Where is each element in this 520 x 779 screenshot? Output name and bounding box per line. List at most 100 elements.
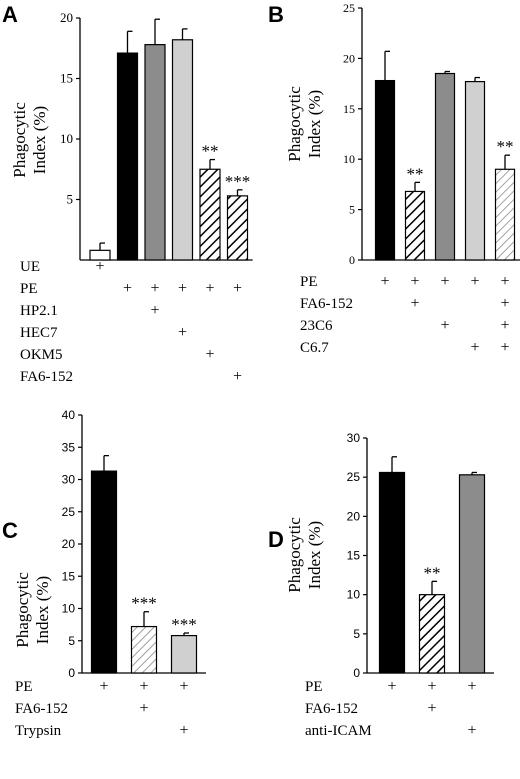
treatment-mark: +: [410, 295, 419, 312]
y-tick-label: 10: [62, 602, 76, 616]
treatment-mark: +: [427, 678, 436, 695]
y-axis-label: PhagocyticIndex (%): [10, 102, 49, 178]
y-tick-label: 20: [347, 509, 361, 523]
significance-label: ***: [131, 594, 157, 613]
treatment-label: FA6-152: [20, 369, 73, 385]
bar: [226, 195, 249, 261]
treatment-mark: +: [95, 258, 104, 275]
treatment-label: FA6-152: [300, 296, 353, 312]
bar: [170, 634, 198, 674]
treatment-label: PE: [300, 274, 318, 290]
y-tick-label: 0: [68, 666, 75, 680]
treatment-mark: +: [205, 346, 214, 363]
y-tick-label: 10: [347, 588, 361, 602]
y-tick-label: 25: [62, 505, 76, 519]
bar: [374, 79, 396, 261]
bar: [494, 168, 516, 261]
panel-D: D 0 5 10 15 20 25 30 PhagocyticIndex (%) ** PE + + + F…: [268, 431, 494, 739]
treatment-mark: +: [380, 273, 389, 290]
significance-label: **: [202, 142, 219, 161]
panel-C: C 0 5 10 15 20 25 30 35 40 PhagocyticIndex (%) *** *…: [2, 408, 206, 739]
y-tick-label: 30: [347, 431, 361, 445]
treatment-label: anti-ICAM: [305, 723, 372, 739]
treatment-mark: +: [427, 700, 436, 717]
treatment-mark: +: [467, 722, 476, 739]
treatment-label: HP2.1: [20, 303, 58, 319]
treatment-label: 23C6: [300, 318, 333, 334]
treatment-mark: +: [123, 280, 132, 297]
treatment-mark: +: [500, 317, 509, 334]
panel-letter: C: [2, 518, 18, 543]
treatment-mark: +: [500, 295, 509, 312]
treatment-mark: +: [470, 339, 479, 356]
y-tick-label: 25: [343, 1, 355, 15]
y-tick-label: 35: [62, 440, 76, 454]
treatment-mark: +: [500, 273, 509, 290]
y-tick-label: 10: [60, 131, 73, 146]
y-tick-label: 5: [68, 634, 75, 648]
treatment-mark: +: [440, 273, 449, 290]
bar: [404, 190, 426, 261]
treatment-mark: +: [233, 368, 242, 385]
treatment-label: FA6-152: [15, 701, 68, 717]
y-tick-label: 20: [60, 10, 73, 25]
significance-label: **: [424, 563, 441, 582]
treatment-label: UE: [20, 259, 40, 275]
y-tick-label: 15: [343, 102, 355, 116]
y-axis-label: PhagocyticIndex (%): [285, 86, 324, 162]
bar: [90, 470, 118, 674]
treatment-label: C6.7: [300, 340, 329, 356]
treatment-label: OKM5: [20, 347, 63, 363]
treatment-label: PE: [15, 679, 33, 695]
significance-label: **: [407, 164, 424, 183]
y-tick-label: 15: [347, 549, 361, 563]
treatment-label: Trypsin: [15, 723, 62, 739]
treatment-mark: +: [139, 678, 148, 695]
y-axis-label: PhagocyticIndex (%): [13, 572, 52, 648]
treatment-mark: +: [500, 339, 509, 356]
bar: [199, 168, 221, 261]
panel-letter: A: [2, 2, 18, 27]
significance-label: ***: [225, 172, 251, 191]
treatment-mark: +: [178, 324, 187, 341]
bar: [418, 594, 446, 674]
panel-B: B 0 5 10 15 20 25 PhagocyticIndex (%) ** ** PE + + + +…: [268, 1, 520, 356]
y-tick-label: 20: [62, 537, 76, 551]
treatment-mark: +: [470, 273, 479, 290]
treatment-mark: +: [179, 678, 188, 695]
y-tick-label: 5: [349, 203, 355, 217]
y-tick-label: 40: [62, 408, 76, 422]
y-tick-label: 10: [343, 152, 355, 166]
treatment-label: PE: [20, 281, 38, 297]
y-tick-label: 25: [347, 470, 361, 484]
treatment-mark: +: [150, 280, 159, 297]
bar: [458, 474, 486, 674]
treatment-mark: +: [139, 700, 148, 717]
treatment-label: HEC7: [20, 325, 58, 341]
treatment-mark: +: [205, 280, 214, 297]
y-tick-label: 5: [67, 192, 74, 207]
treatment-mark: +: [387, 678, 396, 695]
treatment-mark: +: [467, 678, 476, 695]
panel-letter: B: [268, 2, 284, 27]
treatment-label: PE: [305, 679, 323, 695]
bar: [378, 471, 406, 674]
treatment-mark: +: [233, 280, 242, 297]
bar: [116, 52, 139, 261]
y-axis-label: PhagocyticIndex (%): [285, 517, 324, 593]
significance-label: **: [497, 137, 514, 156]
bar: [144, 44, 166, 261]
y-tick-label: 30: [62, 473, 76, 487]
treatment-mark: +: [179, 722, 188, 739]
bar: [434, 72, 456, 261]
treatment-label: FA6-152: [305, 701, 358, 717]
bar: [130, 625, 158, 674]
treatment-mark: +: [99, 678, 108, 695]
bar: [171, 39, 194, 261]
y-tick-label: 15: [60, 71, 73, 86]
y-tick-label: 0: [353, 666, 360, 680]
treatment-mark: +: [178, 280, 187, 297]
y-tick-label: 0: [349, 253, 355, 267]
